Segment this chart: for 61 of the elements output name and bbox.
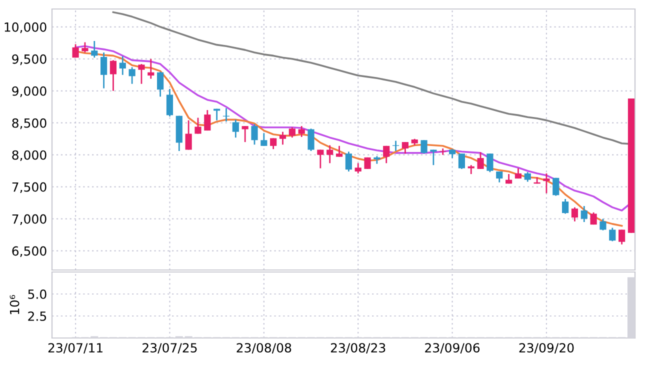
candlestick bbox=[119, 56, 126, 76]
candlestick bbox=[580, 205, 588, 223]
y-tick-label: 5.0 bbox=[28, 289, 46, 299]
candlestick bbox=[91, 40, 98, 58]
candlestick bbox=[128, 66, 136, 85]
candlestick bbox=[552, 177, 560, 196]
candlestick bbox=[100, 52, 108, 90]
candlestick bbox=[288, 126, 296, 138]
candlestick bbox=[270, 138, 277, 150]
candlestick bbox=[571, 206, 578, 222]
candlestick bbox=[194, 117, 202, 134]
candlestick bbox=[185, 120, 192, 150]
x-tick-label: 23/08/23 bbox=[330, 343, 386, 354]
y-tick-label: 9,000 bbox=[12, 86, 46, 98]
candlestick bbox=[562, 198, 569, 214]
y-tick-label: 8,000 bbox=[12, 150, 46, 162]
candlestick bbox=[232, 118, 239, 138]
y-axis-title: 10⁶ bbox=[10, 294, 20, 314]
x-tick-label: 23/07/11 bbox=[48, 343, 102, 354]
candlestick bbox=[148, 58, 154, 80]
candlestick bbox=[430, 149, 437, 166]
candlestick bbox=[317, 149, 324, 169]
x-tick-label: 23/09/06 bbox=[425, 343, 480, 354]
x-tick-label: 23/07/25 bbox=[142, 343, 197, 354]
candlestick bbox=[590, 212, 597, 226]
y-tick-label: 7,500 bbox=[12, 182, 46, 194]
y-tick-label: 6,500 bbox=[12, 246, 46, 258]
candlestick bbox=[260, 132, 268, 147]
candlestick bbox=[157, 70, 164, 98]
y-tick-label: 8,500 bbox=[12, 118, 46, 130]
candlestick bbox=[204, 109, 211, 132]
y-tick-label: 7,000 bbox=[12, 214, 46, 226]
candlestick bbox=[543, 172, 550, 194]
candlestick bbox=[477, 152, 484, 170]
candlestick bbox=[618, 229, 626, 246]
x-tick-label: 23/09/20 bbox=[519, 343, 574, 354]
candlestick bbox=[110, 59, 117, 92]
y-tick-label: 9,500 bbox=[12, 54, 46, 66]
candlestick bbox=[383, 145, 390, 164]
y-tick-label: 10,000 bbox=[4, 22, 46, 34]
candlestick bbox=[336, 145, 343, 158]
candlestick bbox=[308, 128, 314, 152]
candlestick bbox=[279, 131, 286, 146]
candlestick bbox=[251, 123, 258, 146]
candlestick bbox=[354, 162, 362, 174]
candlestick bbox=[402, 141, 408, 154]
x-tick-label: 23/08/08 bbox=[236, 343, 292, 354]
candlestick bbox=[524, 171, 531, 182]
candlestick bbox=[609, 227, 616, 242]
candlestick bbox=[138, 63, 145, 85]
candlestick bbox=[72, 43, 79, 58]
candlestick bbox=[600, 218, 606, 232]
candlestick bbox=[326, 144, 334, 164]
candlestick bbox=[458, 152, 465, 170]
candlestick bbox=[82, 42, 88, 54]
candlestick bbox=[166, 88, 174, 118]
candlestick bbox=[242, 125, 248, 143]
candlestick bbox=[420, 139, 428, 154]
y-tick-label: 2.5 bbox=[28, 311, 46, 321]
candlestick bbox=[486, 152, 494, 173]
candlestick bbox=[345, 150, 352, 172]
